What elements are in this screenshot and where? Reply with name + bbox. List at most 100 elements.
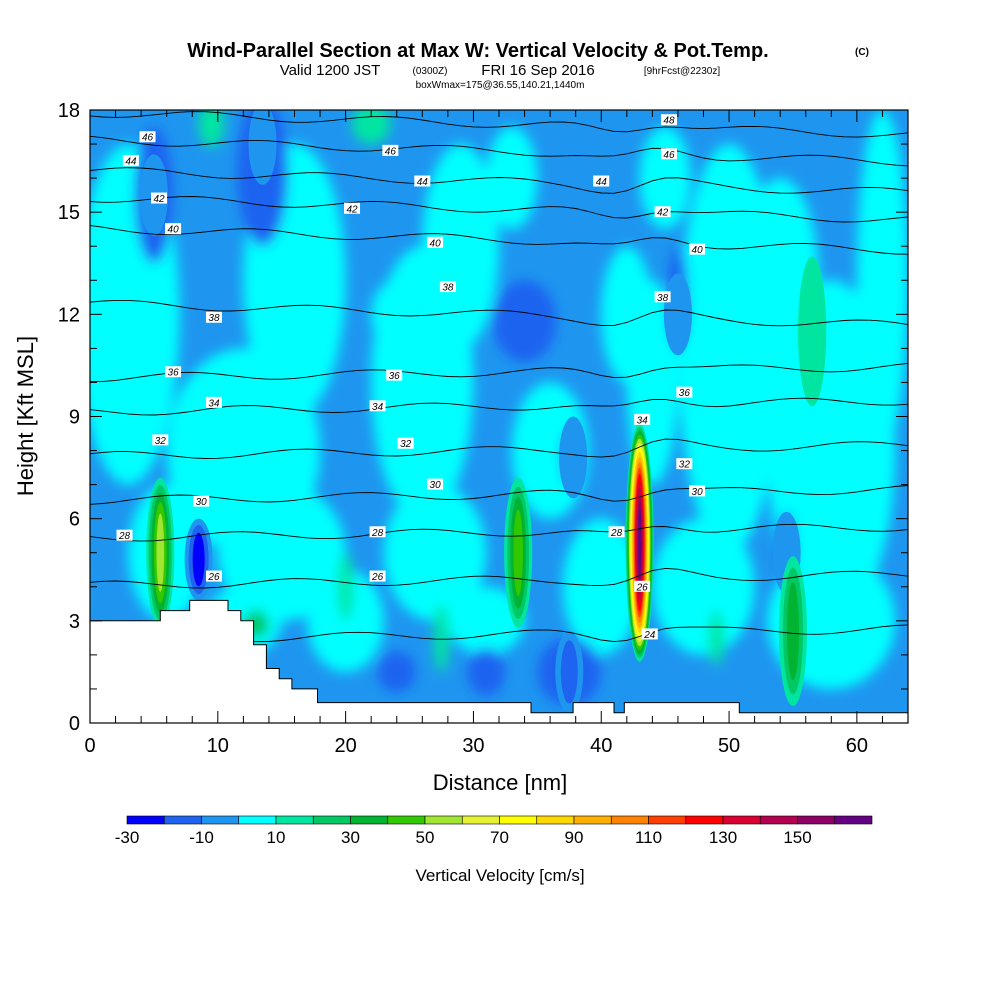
isentrope-label-text: 36 [168, 368, 180, 379]
isentrope-32 [90, 438, 908, 459]
isentrope-label-text: 38 [442, 283, 454, 294]
colorbar-tick-label: 10 [267, 828, 286, 847]
isentrope-label-text: 26 [371, 572, 384, 583]
isentrope-46 [90, 135, 908, 167]
y-tick-label: 18 [58, 100, 80, 122]
colorbar-swatch [759, 815, 798, 825]
downdraft-core [555, 631, 584, 713]
field-blob [377, 651, 416, 693]
isentrope-label-bg [369, 570, 386, 582]
isentrope-label: 44 [593, 175, 610, 188]
isentrope-label-text: 42 [657, 208, 669, 219]
updraft-cores [139, 110, 827, 713]
potential-temperature-contours: 46 44 42 40 48 46 46 44 44 42 42 40 40 38 38 38 36 36 36 34… [90, 111, 908, 645]
isentrope-label-bg [676, 386, 693, 398]
subtitle-boxwmax: boxWmax=175@36.55,140.21,1440m [416, 80, 585, 91]
isentrope-label-bg [689, 243, 706, 255]
isentrope-label-bg [641, 628, 658, 640]
colorbar-swatch [685, 815, 724, 825]
colorbar-swatch [648, 815, 687, 825]
isentrope-label: 24 [641, 628, 658, 641]
isentrope-label-text: 26 [636, 582, 649, 593]
plot-area: 46 44 42 40 48 46 46 44 44 42 42 40 40 38 38 38 36 36 36 34… [90, 110, 908, 723]
isentrope-label-text: 32 [679, 460, 691, 471]
updraft-core [625, 423, 654, 662]
isentrope-label-bg [397, 437, 414, 449]
isentrope-label: 26 [634, 580, 651, 593]
colorbar-tick-label: 70 [490, 828, 509, 847]
field-blob [708, 610, 724, 666]
isentrope-label: 46 [660, 148, 677, 161]
isentrope-label: 40 [689, 243, 706, 256]
isentrope-28 [90, 523, 908, 542]
isentrope-label: 46 [382, 144, 399, 157]
y-tick-label: 3 [69, 611, 80, 633]
field-blob [383, 484, 487, 621]
isentrope-label-bg [386, 369, 403, 381]
isentrope-label-text: 38 [208, 313, 220, 324]
field-blob [217, 484, 346, 621]
isentrope-26 [90, 567, 908, 589]
colorbar-tick-label: -10 [189, 828, 214, 847]
isentrope-label-bg [676, 458, 693, 470]
isentrope-label: 34 [369, 400, 386, 413]
isentrope-label-bg [152, 434, 169, 446]
isentrope-label: 30 [689, 485, 706, 498]
y-tick-label: 12 [58, 304, 80, 326]
x-tick-label: 30 [462, 735, 484, 757]
isentrope-40 [90, 225, 908, 255]
isentrope-label-text: 40 [430, 238, 442, 249]
field-blob [337, 552, 354, 621]
colorbar-swatch [834, 815, 873, 825]
isentrope-label: 48 [660, 114, 677, 127]
field-blob [433, 603, 450, 672]
isentrope-label: 28 [369, 526, 386, 539]
colorbar-swatch [126, 815, 165, 825]
colorbar-tick-label: 50 [416, 828, 435, 847]
field-blob [492, 280, 557, 363]
terrain [90, 599, 908, 723]
downdraft-contour [192, 532, 205, 587]
isentrope-label-text: 40 [692, 245, 704, 256]
y-axis-label: Height [Kft MSL] [13, 336, 38, 496]
isentrope-label-bg [634, 580, 651, 592]
isentrope-label: 38 [654, 291, 671, 304]
isentrope-label-bg [608, 526, 625, 538]
isentrope-label: 44 [122, 155, 139, 168]
colorbar-swatch [238, 815, 277, 825]
isentrope-label-bg [414, 175, 431, 187]
field-blob [371, 280, 423, 349]
isentrope-label: 40 [427, 236, 444, 249]
isentrope-label: 34 [205, 396, 222, 409]
isentrope-label: 36 [165, 366, 182, 379]
colorbar-tick-label: 150 [783, 828, 811, 847]
isentrope-label-bg [427, 236, 444, 248]
isentrope-label-text: 32 [155, 436, 167, 447]
isentrope-label-text: 44 [417, 177, 429, 188]
downdraft-core [663, 273, 692, 356]
field-blob [307, 569, 384, 672]
y-tick-label: 6 [69, 509, 80, 531]
x-tick-label: 60 [846, 735, 868, 757]
updraft-core [798, 256, 827, 407]
field-blob [422, 144, 499, 349]
colorbar-tick-label: 130 [709, 828, 737, 847]
updraft-core [504, 477, 533, 628]
isentrope-label-text: 46 [142, 133, 154, 144]
isentrope-label: 42 [151, 192, 168, 205]
y-tick-label: 15 [58, 202, 80, 224]
isentrope-label: 32 [152, 434, 169, 447]
isentrope-label-text: 34 [208, 398, 220, 409]
isentrope-label-bg [660, 114, 677, 126]
isentrope-label-bg [689, 485, 706, 497]
colorbar-swatch [201, 815, 240, 825]
isentrope-label-text: 26 [207, 572, 220, 583]
isentrope-label: 38 [439, 281, 456, 294]
isentrope-label-bg [116, 529, 133, 541]
downdraft-core [559, 416, 588, 499]
isentrope-label-bg [193, 495, 210, 507]
isentrope-label-text: 34 [372, 402, 384, 413]
downdraft-core [248, 110, 277, 185]
subtitle-fcst: [9hrFcst@2230z] [644, 66, 721, 77]
